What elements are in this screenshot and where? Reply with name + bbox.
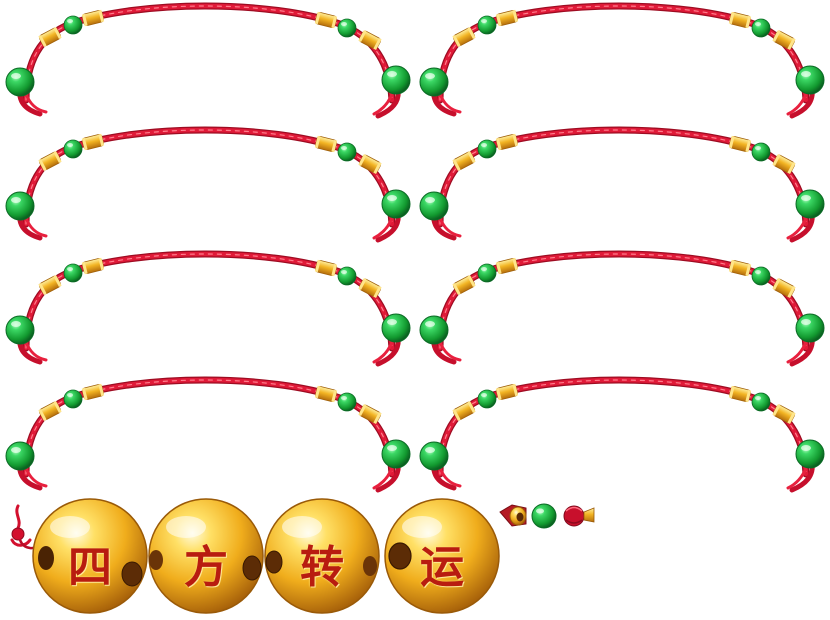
gold-bead-3	[264, 498, 380, 614]
gold-bead-char-3-wrap: 转	[263, 497, 381, 615]
bracelet-sprite-2	[420, 6, 824, 116]
bracelet-sprite-5	[6, 254, 410, 364]
red-tassel-knot-icon	[563, 505, 595, 527]
gold-bead-2	[148, 498, 264, 614]
bracelet-sprite-6	[420, 254, 824, 364]
gold-bead-char: 方	[184, 542, 228, 593]
gold-bead-char-4-wrap: 运	[383, 497, 501, 615]
gold-bead-char-2-wrap: 方	[147, 497, 265, 615]
gold-cap-bead-icon	[499, 504, 527, 527]
bracelet-sprite-1	[6, 6, 410, 116]
bracelet-sprite-8	[420, 380, 824, 490]
gold-bead-char: 运	[420, 542, 464, 593]
gold-bead-1	[32, 498, 148, 614]
bracelet-sprite-4	[420, 130, 824, 240]
gold-bead-char-1-wrap: 四	[31, 497, 149, 615]
red-knot-icon	[10, 504, 42, 550]
gold-bead-char: 四	[68, 542, 112, 593]
jade-bead-icon	[531, 503, 557, 529]
gold-bead-4	[384, 498, 500, 614]
bracelet-sprite-3	[6, 130, 410, 240]
gold-bead-char: 转	[300, 542, 344, 593]
bracelet-sprite-7	[6, 380, 410, 490]
